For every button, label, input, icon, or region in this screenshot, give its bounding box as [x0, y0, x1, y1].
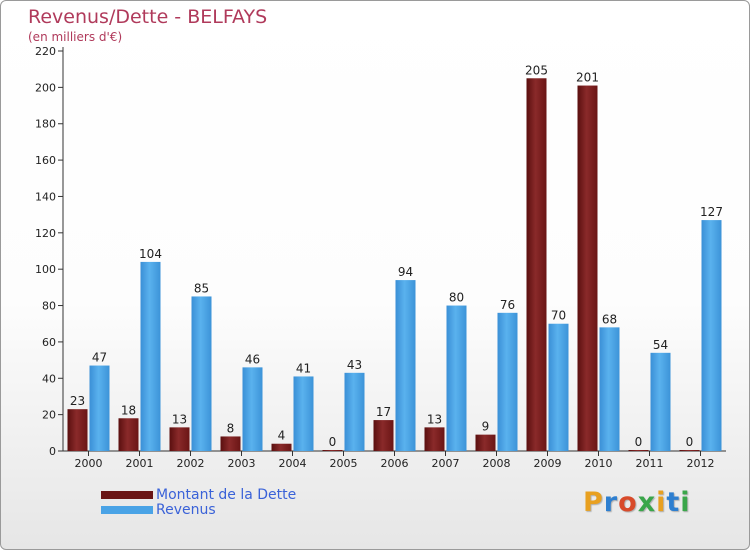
bar-revenus	[344, 372, 365, 451]
data-label-revenus: 47	[92, 351, 107, 365]
chart-data-labels: 23 47 18 104 13 85 8 46 4 41 0 43 17 94 13 80 9 76 205 70 20…	[70, 63, 723, 449]
data-label-revenus: 70	[551, 309, 566, 323]
data-label-revenus: 104	[139, 247, 162, 261]
x-tick-label: 2007	[432, 457, 460, 470]
data-label-dette: 23	[70, 394, 85, 408]
y-tick-label: 180	[35, 118, 56, 131]
y-tick-label: 60	[42, 336, 56, 349]
legend-swatch-revenus	[101, 506, 153, 514]
logo-letter: P	[583, 487, 604, 518]
data-label-dette: 8	[227, 421, 235, 435]
data-label-revenus: 41	[296, 361, 311, 375]
bar-dette	[577, 85, 598, 451]
bar-revenus	[599, 327, 620, 451]
bar-revenus	[395, 280, 416, 451]
bar-dette	[220, 436, 241, 451]
bar-revenus	[548, 323, 569, 451]
bar-dette	[628, 450, 649, 451]
proxiti-logo: Proxiti	[583, 487, 691, 518]
bar-dette	[118, 418, 139, 451]
data-label-dette: 205	[525, 63, 548, 77]
x-tick-label: 2004	[279, 457, 307, 470]
y-tick-label: 200	[35, 81, 56, 94]
x-tick-label: 2009	[534, 457, 562, 470]
bar-revenus	[191, 296, 212, 451]
x-tick-label: 2010	[585, 457, 613, 470]
bar-dette	[373, 420, 394, 451]
data-label-revenus: 68	[602, 312, 617, 326]
legend-label-debt: Montant de la Dette	[156, 487, 297, 503]
data-label-dette: 13	[427, 412, 442, 426]
logo-letter: r	[603, 487, 619, 518]
data-label-revenus: 76	[500, 298, 515, 312]
logo-letter: t	[666, 487, 681, 518]
bar-revenus	[293, 376, 314, 451]
x-tick-label: 2005	[330, 457, 358, 470]
y-tick-label: 0	[49, 445, 56, 458]
data-label-revenus: 127	[700, 205, 723, 219]
y-tick-label: 160	[35, 154, 56, 167]
bar-dette	[679, 450, 700, 451]
data-label-dette: 201	[576, 71, 599, 85]
x-tick-label: 2011	[636, 457, 664, 470]
chart-subtitle: (en milliers d'€)	[28, 30, 123, 44]
y-tick-label: 20	[42, 409, 56, 422]
legend-swatch-debt	[101, 491, 153, 499]
data-label-revenus: 46	[245, 352, 260, 366]
data-label-revenus: 94	[398, 265, 413, 279]
logo-letter: i	[680, 487, 691, 518]
x-tick-label: 2006	[381, 457, 409, 470]
data-label-dette: 0	[329, 435, 337, 449]
y-tick-label: 100	[35, 263, 56, 276]
y-tick-label: 120	[35, 227, 56, 240]
bar-dette	[67, 409, 88, 451]
data-label-revenus: 54	[653, 338, 668, 352]
data-label-revenus: 43	[347, 358, 362, 372]
bar-dette	[526, 78, 547, 451]
bar-dette	[169, 427, 190, 451]
data-label-dette: 18	[121, 403, 136, 417]
bar-revenus	[497, 312, 518, 451]
bar-revenus	[89, 365, 110, 451]
x-tick-label: 2002	[177, 457, 205, 470]
data-label-dette: 0	[686, 435, 694, 449]
bar-revenus	[701, 220, 722, 451]
x-tick-label: 2012	[687, 457, 715, 470]
bar-revenus	[242, 367, 263, 451]
data-label-revenus: 80	[449, 291, 464, 305]
chart-bars	[67, 78, 722, 451]
bar-revenus	[650, 352, 671, 451]
y-tick-label: 220	[35, 45, 56, 58]
bar-dette	[271, 443, 292, 451]
x-tick-label: 2008	[483, 457, 511, 470]
bar-dette	[322, 450, 343, 451]
data-label-dette: 13	[172, 412, 187, 426]
x-tick-label: 2001	[126, 457, 154, 470]
y-tick-label: 140	[35, 190, 56, 203]
data-label-dette: 9	[482, 420, 490, 434]
chart-title: Revenus/Dette - BELFAYS	[28, 6, 268, 28]
bar-dette	[424, 427, 445, 451]
logo-letter: x	[637, 487, 657, 518]
x-tick-label: 2003	[228, 457, 256, 470]
legend-label-revenus: Revenus	[156, 502, 216, 518]
data-label-dette: 17	[376, 405, 391, 419]
logo-letter: o	[618, 487, 638, 518]
x-tick-label: 2000	[75, 457, 103, 470]
logo-letter: i	[656, 487, 667, 518]
bar-revenus	[140, 261, 161, 451]
y-tick-label: 80	[42, 300, 56, 313]
data-label-dette: 4	[278, 429, 286, 443]
data-label-revenus: 85	[194, 281, 209, 295]
bar-dette	[475, 434, 496, 451]
data-label-dette: 0	[635, 435, 643, 449]
bar-revenus	[446, 305, 467, 451]
y-tick-label: 40	[42, 372, 56, 385]
